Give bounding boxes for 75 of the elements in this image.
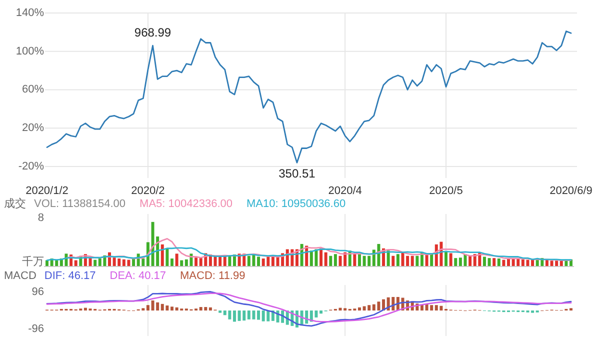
bar xyxy=(531,260,534,266)
bar xyxy=(320,310,323,314)
bar xyxy=(449,253,452,266)
annotation: 8 xyxy=(38,212,44,224)
bar xyxy=(175,254,178,266)
bar xyxy=(502,260,506,266)
bar xyxy=(358,307,361,310)
bar xyxy=(218,256,222,266)
bar xyxy=(358,254,361,266)
chart-title: 成交 xyxy=(4,197,26,210)
bar xyxy=(545,260,548,266)
bar xyxy=(170,258,174,266)
y-tick-label: 96 xyxy=(32,286,44,298)
bar xyxy=(208,307,212,310)
bar xyxy=(454,258,458,266)
bar xyxy=(271,256,274,266)
bar xyxy=(228,255,232,266)
bar xyxy=(160,244,164,266)
bar xyxy=(410,256,414,266)
bar xyxy=(223,256,226,266)
bar xyxy=(334,254,337,266)
bar xyxy=(386,250,390,266)
x-tick-label: 2020/1/2 xyxy=(26,185,68,197)
x-tick-label: 2020/6/9 xyxy=(550,185,592,197)
y-tick-label: 60% xyxy=(22,84,44,96)
bar xyxy=(166,248,169,266)
bar xyxy=(353,254,356,266)
annotation: 千万 xyxy=(22,255,44,268)
chart-title: MACD xyxy=(4,270,36,282)
bar xyxy=(74,260,78,266)
bar xyxy=(444,252,448,266)
bar xyxy=(425,254,428,266)
text: VOL: 11388154.00 xyxy=(34,198,126,210)
bar xyxy=(180,260,184,266)
bar xyxy=(84,308,87,310)
bar xyxy=(492,258,496,266)
bar xyxy=(257,256,260,266)
bar xyxy=(132,258,136,266)
bar xyxy=(430,254,434,266)
bar xyxy=(320,248,323,266)
bar xyxy=(344,252,347,266)
bar xyxy=(468,256,472,266)
text: MA10: 10950036.60 xyxy=(246,198,346,210)
bar xyxy=(560,260,563,266)
bar xyxy=(488,258,491,266)
bar xyxy=(396,254,400,266)
bar xyxy=(232,310,236,322)
y-tick-label: -20% xyxy=(18,160,44,172)
bar xyxy=(257,310,260,320)
bar xyxy=(94,260,97,266)
bar xyxy=(46,260,48,266)
bar xyxy=(324,252,328,266)
bar xyxy=(392,256,395,266)
x-tick-label: 2020/4 xyxy=(328,185,362,197)
annotation: 968.99 xyxy=(134,26,172,40)
bar xyxy=(194,258,198,266)
x-tick-label: 2020/2 xyxy=(131,185,165,197)
bar xyxy=(170,306,174,310)
bar xyxy=(146,305,150,310)
bar xyxy=(416,256,419,266)
bar xyxy=(406,256,410,266)
series-label: DIF: 46.17 xyxy=(44,270,96,282)
x-tick-label: 2020/5 xyxy=(429,185,463,197)
text: MACD: 11.99 xyxy=(180,270,246,282)
bar xyxy=(88,258,92,266)
bar xyxy=(482,256,486,266)
series-label: DEA: 40.17 xyxy=(110,270,166,282)
y-tick-label: -96 xyxy=(28,322,44,335)
annotation: 350.51 xyxy=(278,166,316,181)
text: MA5: 10042336.00 xyxy=(140,198,233,210)
y-tick-label: 140% xyxy=(16,6,44,19)
y-tick-label: 100% xyxy=(16,45,44,58)
y-tick-label: 20% xyxy=(22,122,44,134)
bar xyxy=(329,256,332,266)
bar xyxy=(497,258,500,266)
